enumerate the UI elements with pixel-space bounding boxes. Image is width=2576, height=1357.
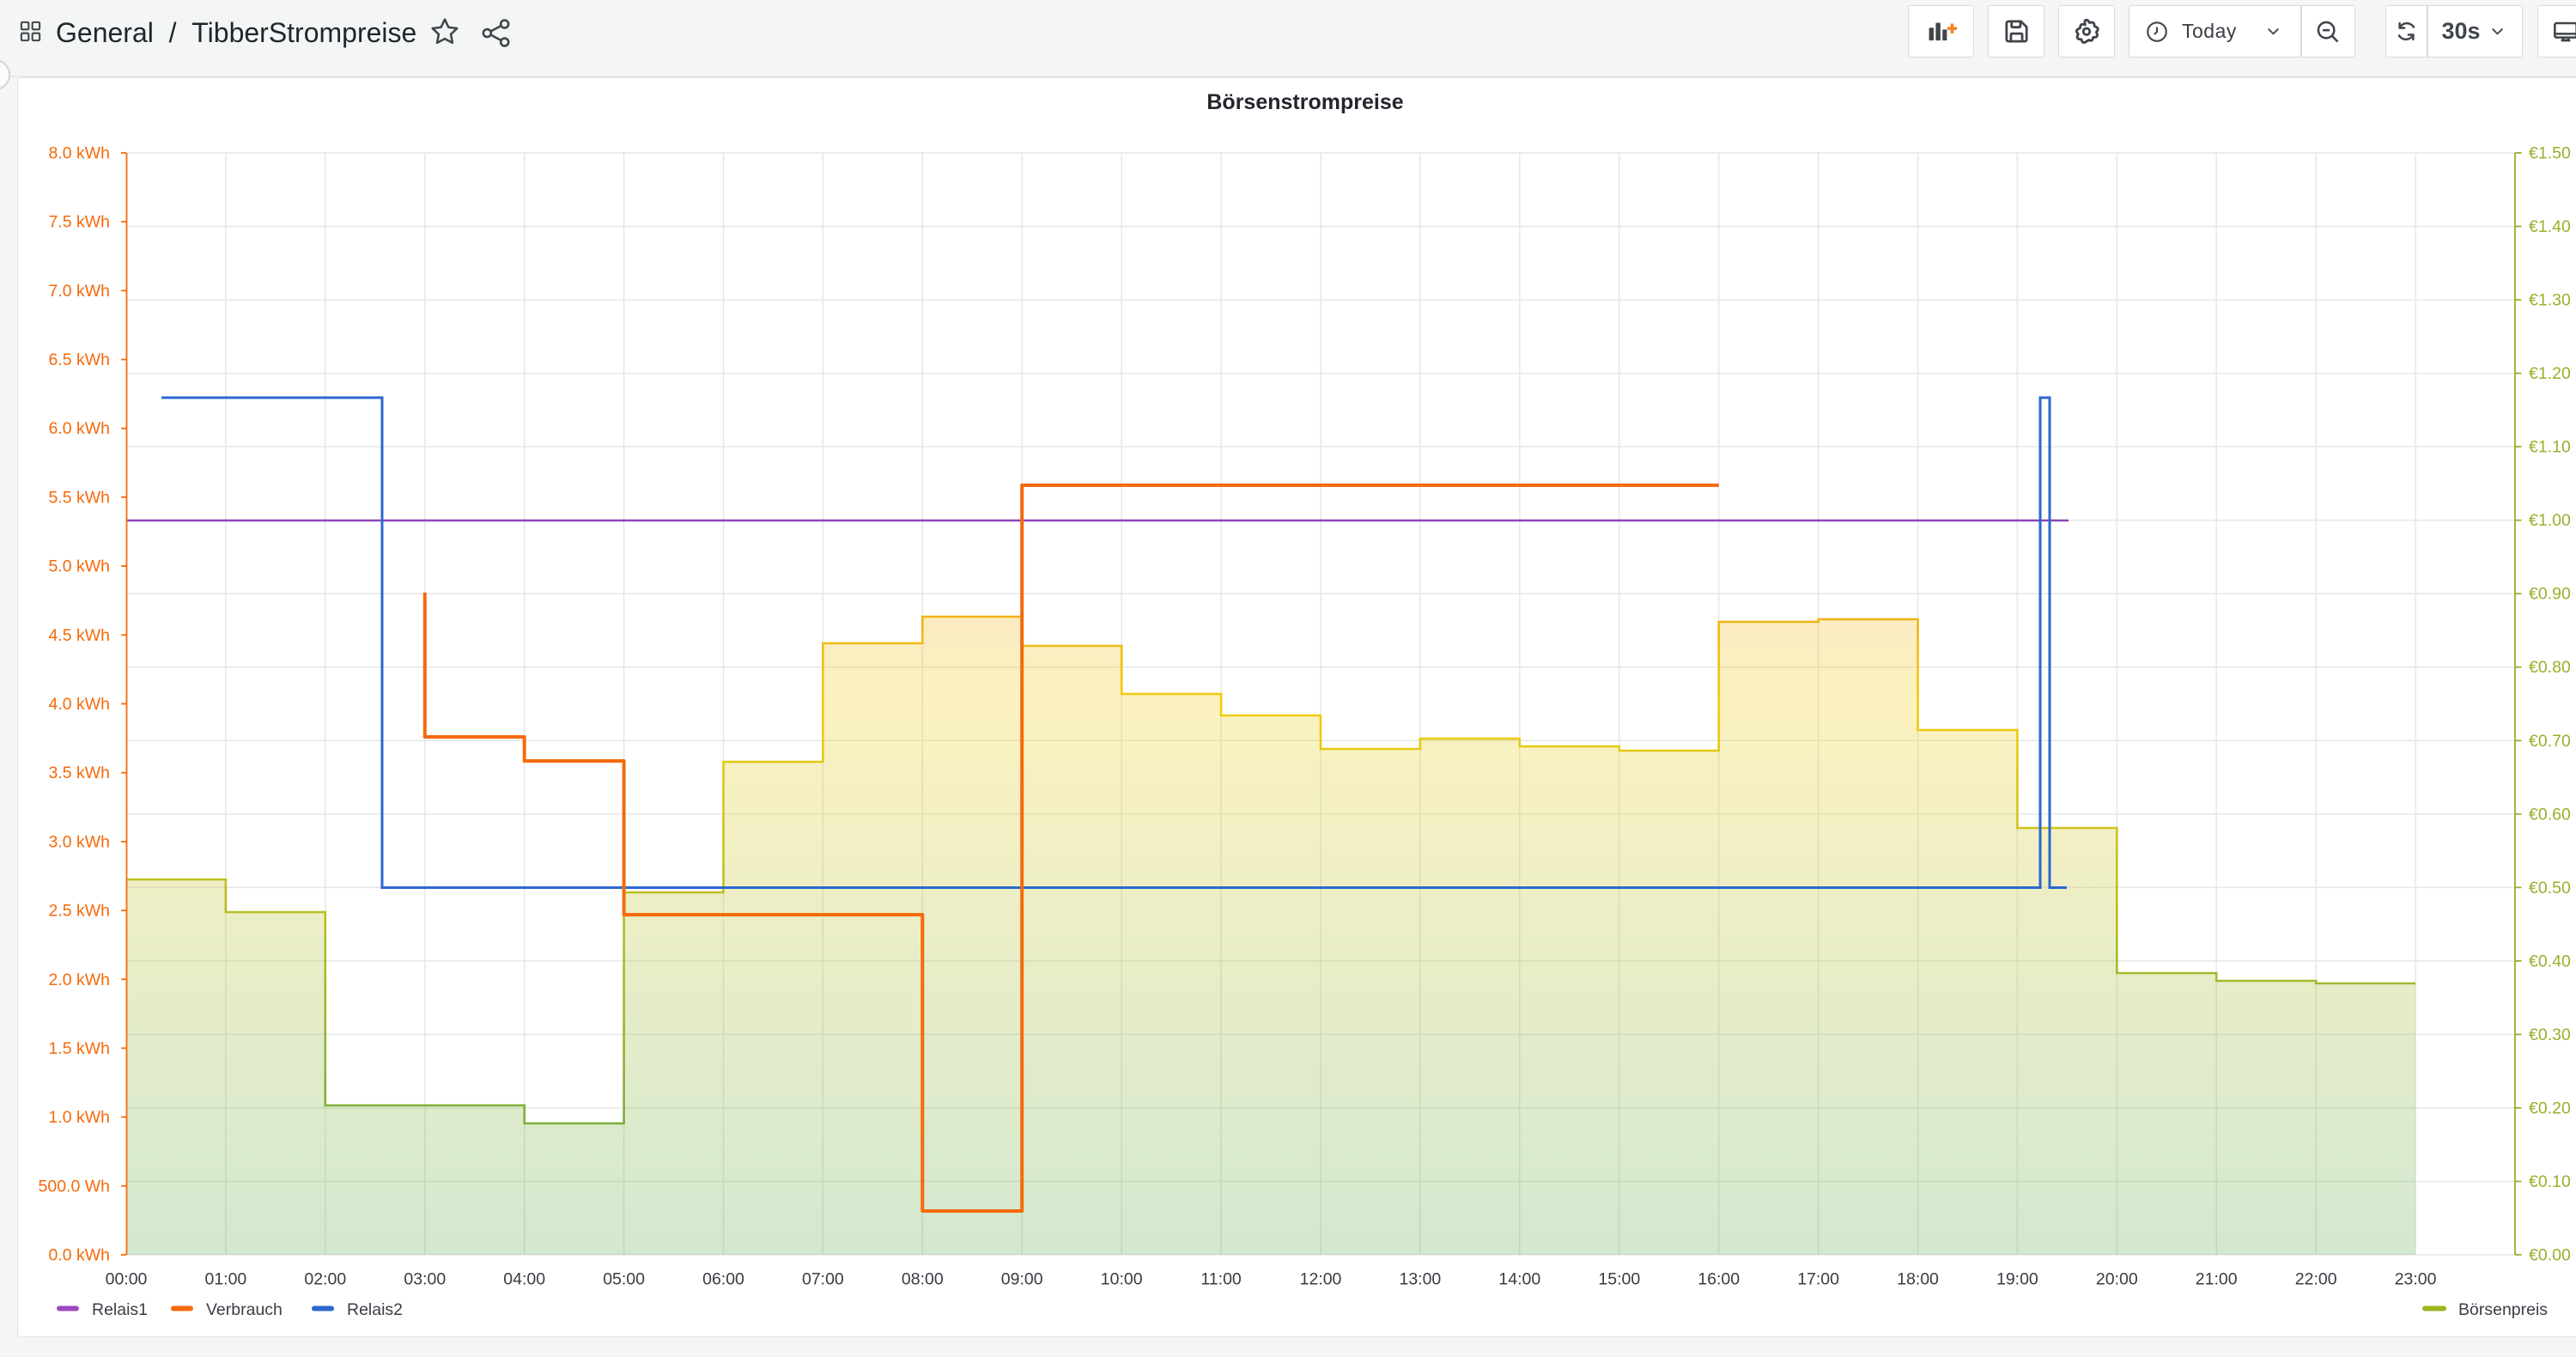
svg-text:3.0 kWh: 3.0 kWh bbox=[48, 832, 110, 851]
svg-text:04:00: 04:00 bbox=[503, 1270, 545, 1289]
svg-text:01:00: 01:00 bbox=[204, 1270, 246, 1289]
svg-text:5.5 kWh: 5.5 kWh bbox=[48, 488, 110, 507]
svg-text:€1.30: €1.30 bbox=[2529, 291, 2571, 310]
svg-text:13:00: 13:00 bbox=[1399, 1270, 1441, 1289]
svg-text:€0.10: €0.10 bbox=[2529, 1172, 2571, 1191]
svg-text:8.0 kWh: 8.0 kWh bbox=[48, 144, 110, 163]
svg-text:€0.70: €0.70 bbox=[2529, 732, 2571, 751]
svg-text:09:00: 09:00 bbox=[1001, 1270, 1043, 1289]
svg-text:08:00: 08:00 bbox=[902, 1270, 944, 1289]
svg-text:Relais1: Relais1 bbox=[92, 1300, 148, 1319]
svg-text:17:00: 17:00 bbox=[1797, 1270, 1839, 1289]
svg-text:11:00: 11:00 bbox=[1200, 1270, 1242, 1289]
svg-text:€1.50: €1.50 bbox=[2529, 144, 2571, 163]
svg-text:€1.00: €1.00 bbox=[2529, 511, 2571, 530]
svg-text:€0.90: €0.90 bbox=[2529, 585, 2571, 604]
svg-text:€0.20: €0.20 bbox=[2529, 1098, 2571, 1117]
svg-text:05:00: 05:00 bbox=[603, 1270, 645, 1289]
svg-text:Börsenpreis: Börsenpreis bbox=[2458, 1300, 2548, 1319]
svg-text:6.0 kWh: 6.0 kWh bbox=[48, 419, 110, 438]
svg-text:€0.50: €0.50 bbox=[2529, 879, 2571, 898]
svg-text:5.0 kWh: 5.0 kWh bbox=[48, 557, 110, 576]
svg-text:3.5 kWh: 3.5 kWh bbox=[48, 764, 110, 782]
svg-text:02:00: 02:00 bbox=[304, 1270, 346, 1289]
svg-text:18:00: 18:00 bbox=[1897, 1270, 1939, 1289]
svg-text:€1.20: €1.20 bbox=[2529, 364, 2571, 383]
svg-text:00:00: 00:00 bbox=[106, 1270, 148, 1289]
svg-text:06:00: 06:00 bbox=[702, 1270, 744, 1289]
svg-text:4.5 kWh: 4.5 kWh bbox=[48, 626, 110, 645]
svg-text:500.0 Wh: 500.0 Wh bbox=[39, 1177, 110, 1196]
svg-text:Relais2: Relais2 bbox=[347, 1300, 403, 1319]
svg-text:Börsenstrompreise: Börsenstrompreise bbox=[1206, 90, 1403, 114]
svg-text:€0.80: €0.80 bbox=[2529, 658, 2571, 677]
svg-text:10:00: 10:00 bbox=[1101, 1270, 1143, 1289]
svg-text:12:00: 12:00 bbox=[1300, 1270, 1342, 1289]
svg-text:0.0 kWh: 0.0 kWh bbox=[48, 1246, 110, 1265]
svg-text:07:00: 07:00 bbox=[802, 1270, 844, 1289]
svg-text:€1.40: €1.40 bbox=[2529, 217, 2571, 236]
svg-text:4.0 kWh: 4.0 kWh bbox=[48, 695, 110, 714]
svg-text:15:00: 15:00 bbox=[1598, 1270, 1640, 1289]
svg-text:1.5 kWh: 1.5 kWh bbox=[48, 1039, 110, 1058]
svg-text:Verbrauch: Verbrauch bbox=[206, 1300, 283, 1319]
svg-text:14:00: 14:00 bbox=[1498, 1270, 1540, 1289]
svg-text:7.0 kWh: 7.0 kWh bbox=[48, 282, 110, 301]
svg-text:7.5 kWh: 7.5 kWh bbox=[48, 213, 110, 232]
svg-text:22:00: 22:00 bbox=[2295, 1270, 2337, 1289]
svg-text:21:00: 21:00 bbox=[2196, 1270, 2238, 1289]
svg-text:€0.60: €0.60 bbox=[2529, 805, 2571, 824]
svg-text:€0.00: €0.00 bbox=[2529, 1246, 2571, 1265]
svg-text:1.0 kWh: 1.0 kWh bbox=[48, 1108, 110, 1127]
svg-text:€0.30: €0.30 bbox=[2529, 1025, 2571, 1044]
svg-text:19:00: 19:00 bbox=[1996, 1270, 2038, 1289]
svg-text:€1.10: €1.10 bbox=[2529, 438, 2571, 457]
svg-text:2.5 kWh: 2.5 kWh bbox=[48, 902, 110, 921]
svg-text:20:00: 20:00 bbox=[2096, 1270, 2138, 1289]
svg-text:€0.40: €0.40 bbox=[2529, 952, 2571, 971]
svg-text:16:00: 16:00 bbox=[1698, 1270, 1740, 1289]
svg-text:03:00: 03:00 bbox=[404, 1270, 446, 1289]
svg-text:2.0 kWh: 2.0 kWh bbox=[48, 971, 110, 989]
svg-text:6.5 kWh: 6.5 kWh bbox=[48, 350, 110, 369]
svg-text:23:00: 23:00 bbox=[2395, 1270, 2437, 1289]
